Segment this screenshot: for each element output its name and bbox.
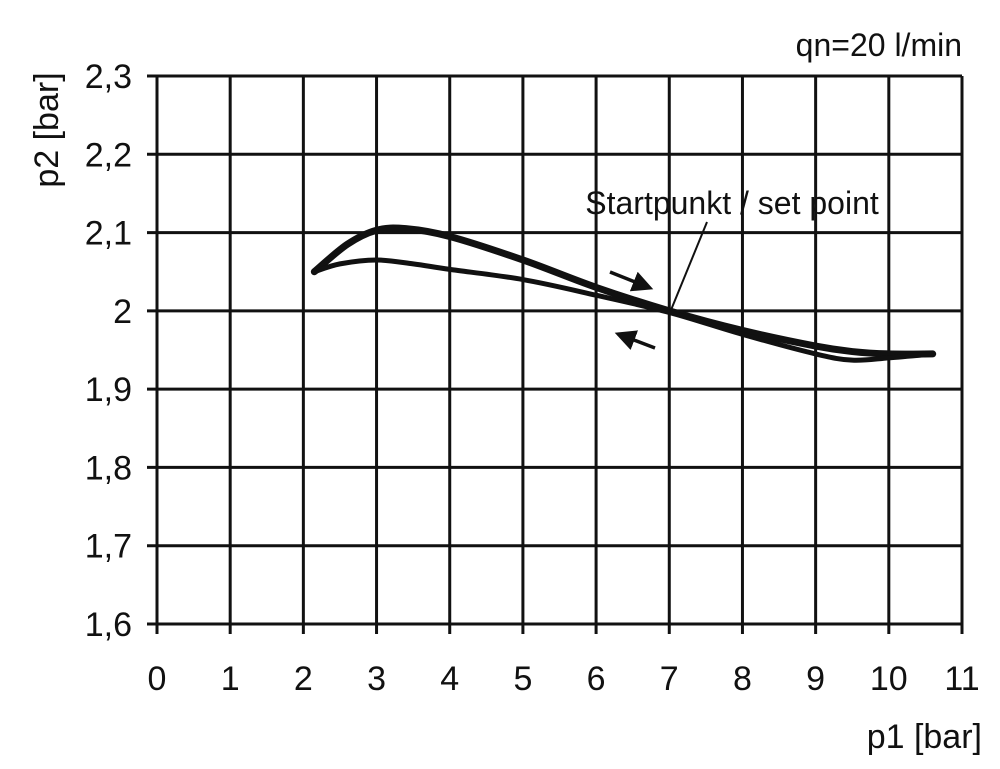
x-tick-labels: 0 1 2 3 4 5 6 7 8 9 10 11 — [148, 660, 980, 698]
y-tick-label: 2,3 — [85, 58, 132, 96]
y-tick-label: 2,1 — [85, 215, 132, 253]
arrow-decreasing — [614, 330, 656, 351]
x-tick-label: 1 — [221, 660, 240, 698]
x-tick-label: 0 — [148, 660, 167, 698]
set-point-label: Startpunkt / set point — [585, 185, 879, 221]
x-tick-label: 9 — [806, 660, 825, 698]
y-tick-label: 1,9 — [85, 371, 132, 409]
annotations — [609, 221, 708, 351]
flow-rate-label: qn=20 l/min — [796, 27, 962, 63]
set-point-leader-line — [670, 221, 708, 311]
y-tick-label: 1,7 — [85, 528, 132, 566]
y-tick-label: 1,6 — [85, 606, 132, 644]
y-tick-label: 1,8 — [85, 449, 132, 487]
arrow-increasing — [609, 270, 654, 292]
grid — [147, 74, 964, 634]
x-tick-label: 5 — [513, 660, 532, 698]
x-tick-label: 3 — [367, 660, 386, 698]
x-tick-label: 11 — [944, 660, 979, 698]
series-line-decreasing — [311, 257, 936, 363]
y-axis-label: p2 [bar] — [28, 72, 66, 187]
series-lines — [310, 224, 937, 363]
x-axis-label: p1 [bar] — [867, 718, 982, 756]
x-tick-label: 7 — [660, 660, 679, 698]
x-tick-label: 2 — [294, 660, 313, 698]
x-tick-label: 6 — [587, 660, 606, 698]
y-tick-labels: 1,6 1,7 1,8 1,9 2 2,1 2,2 2,3 — [85, 58, 132, 644]
y-tick-label: 2 — [113, 293, 132, 331]
series-line-increasing — [310, 224, 937, 358]
x-tick-label: 8 — [733, 660, 752, 698]
y-tick-label: 2,2 — [85, 136, 132, 174]
x-tick-label: 4 — [440, 660, 459, 698]
x-tick-label: 10 — [870, 660, 908, 698]
